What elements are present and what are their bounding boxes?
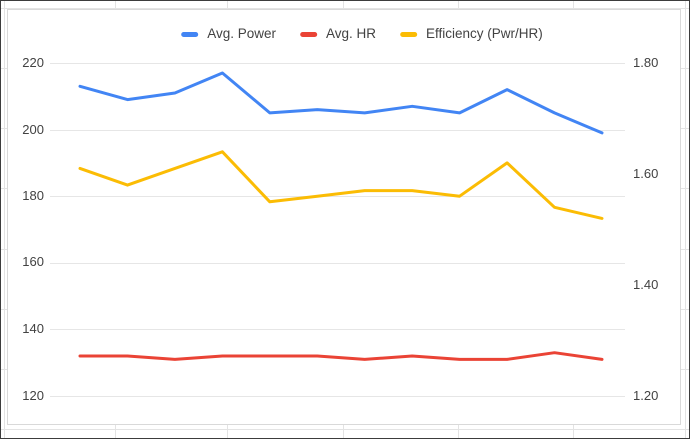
sheet-gridline [1,8,689,9]
sheet-gridline [685,1,686,438]
legend-item-avg-hr[interactable]: Avg. HR [299,26,377,41]
y-axis-left-tick: 200 [22,122,44,137]
chart-card[interactable]: Avg. Power Avg. HR Efficiency (Pwr/HR) 2… [7,9,681,425]
legend-label-efficiency: Efficiency (Pwr/HR) [426,26,543,41]
chart-legend: Avg. Power Avg. HR Efficiency (Pwr/HR) [181,27,543,41]
y-axis-left-tick: 120 [22,388,44,403]
legend-swatch-avg-hr [299,31,317,37]
sheet-gridline [4,1,5,438]
legend-item-efficiency[interactable]: Efficiency (Pwr/HR) [400,27,543,41]
y-axis-right-tick: 1.80 [633,55,659,70]
y-axis-right-tick: 1.20 [633,388,659,403]
y-axis-left-tick: 160 [22,254,44,269]
y-axis-right-tick: 1.40 [633,277,659,292]
gridline [50,396,625,397]
gridline [50,130,625,131]
y-axis-right-tick: 1.60 [633,166,659,181]
gridline [50,196,625,197]
gridline [50,63,625,64]
y-axis-left-tick: 180 [22,188,44,203]
legend-item-avg-power[interactable]: Avg. Power [181,27,276,41]
gridline [50,329,625,330]
legend-swatch-avg-power [181,31,199,37]
y-axis-left-tick: 140 [22,321,44,336]
y-axis-left-tick: 220 [22,55,44,70]
chart-plot-area[interactable] [8,10,680,424]
series-line-avg-hr[interactable] [78,351,604,361]
sheet-gridline [1,429,689,430]
legend-label-avg-hr: Avg. HR [325,26,377,41]
gridline [50,263,625,264]
series-line-efficiency[interactable] [78,150,604,220]
legend-swatch-efficiency [400,31,418,37]
legend-label-avg-power: Avg. Power [207,26,276,41]
series-line-avg-power[interactable] [78,71,604,135]
